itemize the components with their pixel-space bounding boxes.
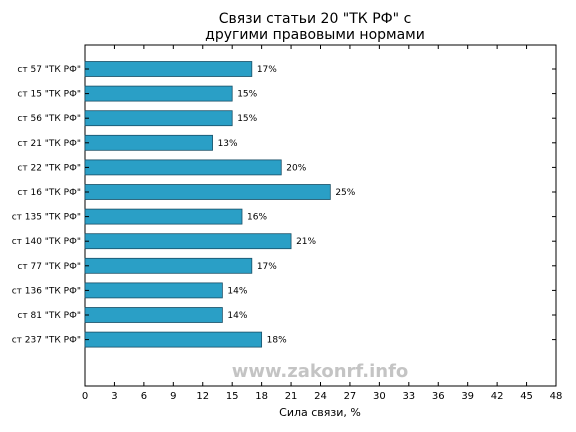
bar-value-label: 21% — [296, 237, 316, 247]
x-tick-label: 39 — [461, 391, 474, 402]
category-label: ст 136 "ТК РФ" — [12, 286, 81, 296]
bar-value-label: 20% — [286, 163, 306, 173]
x-tick-label: 9 — [170, 391, 176, 402]
bar — [84, 257, 253, 274]
x-tick-label: 18 — [255, 391, 268, 402]
x-tick-label: 0 — [82, 391, 88, 402]
x-tick-label: 30 — [373, 391, 386, 402]
bar-value-label: 14% — [227, 286, 247, 296]
bar — [84, 307, 223, 323]
x-tick-label: 12 — [196, 391, 209, 402]
category-label: ст 21 "ТК РФ" — [17, 139, 81, 149]
x-tick-label: 36 — [432, 391, 445, 402]
bar-value-label: 25% — [335, 188, 355, 198]
x-tick-label: 42 — [491, 391, 504, 402]
category-label: ст 57 "ТК РФ" — [17, 65, 81, 75]
category-label: ст 15 "ТК РФ" — [17, 90, 81, 100]
bar — [84, 208, 243, 225]
x-tick-label: 21 — [285, 391, 298, 402]
x-tick-label: 3 — [111, 391, 117, 402]
bar-value-label: 17% — [257, 65, 277, 75]
x-tick-label: 48 — [550, 391, 563, 402]
x-tick-label: 6 — [141, 391, 147, 402]
bar-value-label: 16% — [247, 213, 267, 223]
bar — [84, 110, 233, 127]
x-tick-label: 27 — [344, 391, 357, 402]
category-label: ст 56 "ТК РФ" — [17, 114, 81, 124]
category-label: ст 237 "ТК РФ" — [12, 336, 81, 346]
bar — [84, 233, 292, 250]
category-label: ст 135 "ТК РФ" — [12, 213, 81, 223]
bar — [84, 184, 331, 200]
bar — [84, 159, 282, 176]
bar-value-label: 13% — [218, 139, 238, 149]
category-label: ст 81 "ТК РФ" — [17, 311, 81, 321]
category-label: ст 22 "ТК РФ" — [17, 163, 81, 173]
bar — [84, 282, 223, 299]
bar — [84, 85, 233, 102]
bar — [84, 134, 213, 151]
bar-value-label: 15% — [237, 114, 257, 124]
x-tick-label: 33 — [402, 391, 415, 402]
chart-title-line-2: другими правовыми нормами — [205, 27, 425, 43]
x-tick-label: 24 — [314, 391, 327, 402]
bar-value-label: 17% — [257, 262, 277, 272]
bar-value-label: 14% — [227, 311, 247, 321]
bar-value-label: 18% — [267, 336, 287, 346]
x-axis-label: Сила связи, % — [279, 406, 361, 419]
bar — [84, 331, 263, 348]
category-label: ст 77 "ТК РФ" — [17, 262, 81, 272]
bar-value-label: 15% — [237, 90, 257, 100]
category-label: ст 140 "ТК РФ" — [12, 237, 81, 247]
chart-title-line-1: Связи статьи 20 "ТК РФ" с — [219, 11, 412, 27]
x-tick-label: 45 — [520, 391, 533, 402]
bar — [84, 61, 253, 77]
watermark: www.zakonrf.info — [232, 361, 409, 382]
category-label: ст 16 "ТК РФ" — [17, 188, 81, 198]
x-tick-label: 15 — [226, 391, 239, 402]
